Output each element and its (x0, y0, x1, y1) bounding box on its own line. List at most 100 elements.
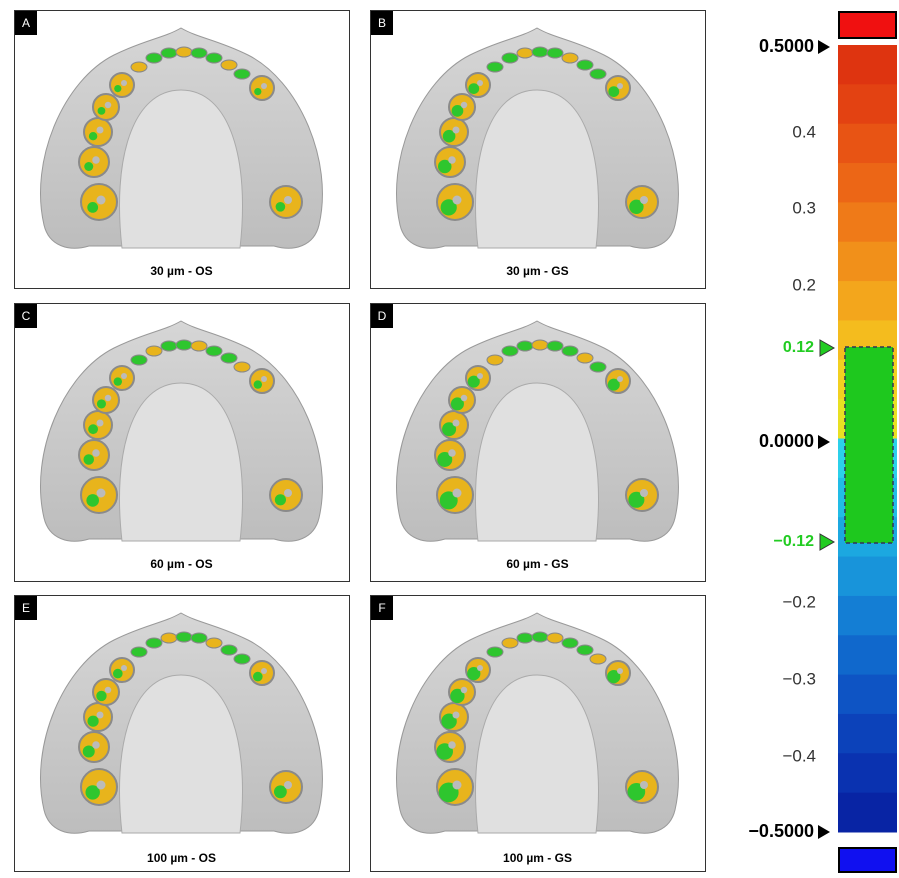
tooth-green (83, 746, 95, 758)
scale-label: −0.4 (782, 746, 816, 765)
front-tooth (502, 638, 518, 648)
panel-caption: 60 µm - GS (506, 557, 568, 571)
tooth-pit (121, 373, 127, 379)
tooth-pit (461, 687, 468, 694)
front-tooth (206, 53, 222, 63)
scale-label: −0.3 (782, 669, 816, 688)
tooth-pit (97, 196, 106, 205)
scale-marker (820, 340, 834, 356)
tooth-pit (477, 373, 483, 379)
tooth-green (87, 202, 98, 213)
tooth-green (254, 88, 261, 95)
panel-letter: B (378, 16, 386, 30)
tooth-pit (105, 395, 112, 402)
tooth-pit (448, 741, 456, 749)
front-tooth (590, 69, 606, 79)
tooth-pit (461, 395, 468, 402)
front-tooth (562, 346, 578, 356)
scale-marker (818, 825, 830, 839)
tolerance-band (845, 347, 893, 543)
tooth-green (114, 377, 122, 385)
tooth-green (97, 399, 106, 408)
tooth-pit (617, 376, 623, 382)
panel-caption: 60 µm - OS (150, 557, 212, 571)
scale-band (838, 45, 897, 85)
front-tooth (221, 60, 237, 70)
scale-band (838, 753, 897, 793)
front-tooth (206, 638, 222, 648)
front-tooth (577, 645, 593, 655)
front-tooth (547, 633, 563, 643)
scale-label: −0.5000 (748, 821, 814, 841)
tooth-pit (121, 665, 127, 671)
over-box (839, 12, 896, 38)
tooth-green (468, 83, 479, 94)
front-tooth (131, 647, 147, 657)
front-tooth (487, 647, 503, 657)
panel: A30 µm - OS (15, 11, 350, 289)
tooth-green (98, 107, 106, 115)
front-tooth (161, 633, 177, 643)
scale-band (838, 557, 897, 597)
panel-letter: C (22, 309, 31, 323)
front-tooth (517, 48, 533, 58)
tooth-pit (453, 196, 462, 205)
front-tooth (221, 353, 237, 363)
scale-label: 0.12 (783, 339, 814, 356)
tooth-pit (284, 196, 292, 204)
tooth-green (88, 424, 98, 434)
front-tooth (590, 654, 606, 664)
under-box (839, 848, 896, 872)
front-tooth (131, 355, 147, 365)
tooth-pit (640, 489, 648, 497)
panel-letter: D (378, 309, 387, 323)
tooth-green (253, 672, 263, 682)
tooth-green (113, 669, 123, 679)
page: {"panels": [ {"letter": "A", "caption": … (0, 0, 899, 873)
tooth-pit (261, 83, 267, 89)
scale-band (838, 281, 897, 321)
tooth-green (84, 162, 93, 171)
front-tooth (234, 362, 250, 372)
tooth-green (275, 494, 286, 505)
scale-marker (820, 534, 834, 550)
front-tooth (221, 645, 237, 655)
front-tooth (590, 362, 606, 372)
front-tooth (502, 346, 518, 356)
tooth-green (608, 86, 619, 97)
tooth-pit (477, 665, 483, 671)
tooth-pit (453, 127, 460, 134)
front-tooth (487, 62, 503, 72)
scale-label: −0.2 (782, 592, 816, 611)
tooth-pit (92, 156, 100, 164)
panel: B 30 µm - GS (371, 11, 706, 289)
tooth-pit (97, 127, 104, 134)
tooth-pit (97, 712, 104, 719)
front-tooth (517, 633, 533, 643)
tooth-pit (453, 781, 462, 790)
front-tooth (206, 346, 222, 356)
tooth-pit (453, 712, 460, 719)
scale-marker (818, 40, 830, 54)
panel-caption: 30 µm - GS (506, 264, 568, 278)
front-tooth (547, 48, 563, 58)
tooth-pit (105, 687, 112, 694)
tooth-green (88, 716, 99, 727)
tooth-green (254, 380, 262, 388)
front-tooth (547, 341, 563, 351)
scale-band (838, 793, 897, 833)
scale-band (838, 675, 897, 715)
tooth-pit (92, 741, 100, 749)
front-tooth (176, 340, 192, 350)
tooth-pit (97, 781, 106, 790)
scale-label: 0.4 (792, 122, 816, 141)
front-tooth (146, 346, 162, 356)
panel: E100 µm - OS (15, 596, 350, 872)
tooth-pit (477, 80, 483, 86)
front-tooth (146, 53, 162, 63)
scale-band (838, 714, 897, 754)
scale-band (838, 84, 897, 124)
panel-caption: 100 µm - OS (147, 851, 216, 865)
panel: D 60 µm - GS (371, 304, 706, 582)
tooth-pit (448, 449, 456, 457)
